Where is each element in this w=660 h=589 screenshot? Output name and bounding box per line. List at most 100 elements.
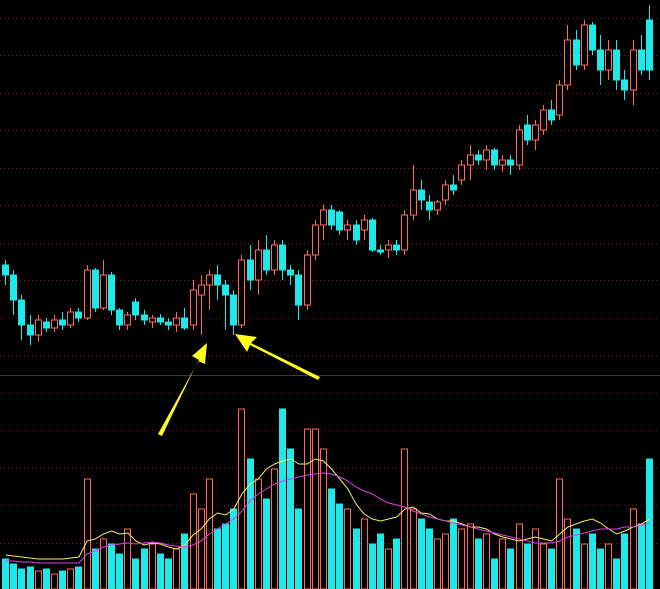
candle-body: [369, 219, 376, 251]
volume-bar: [312, 428, 319, 589]
volume-bar: [532, 528, 539, 589]
candle-body: [573, 39, 580, 66]
candle-body: [108, 274, 115, 311]
candle-body: [499, 159, 506, 166]
volume-bar: [279, 408, 286, 589]
volume-bar: [181, 533, 188, 589]
candle-body: [532, 124, 539, 141]
volume-bar: [295, 508, 302, 589]
candle-body: [483, 149, 490, 161]
candle-body: [548, 109, 555, 121]
volume-bar: [10, 563, 17, 589]
candle-body: [589, 24, 596, 51]
candle-body: [467, 154, 474, 166]
candle-body: [401, 214, 408, 251]
candle-body: [100, 274, 107, 309]
candle-body: [426, 201, 433, 211]
candle-body: [304, 254, 311, 306]
volume-bar: [450, 518, 457, 589]
volume-bar: [483, 533, 490, 589]
volume-bar: [597, 548, 604, 589]
candle-body: [597, 49, 604, 71]
candle-body: [320, 209, 327, 226]
volume-bar: [287, 448, 294, 589]
candle-body: [181, 317, 188, 329]
volume-bar: [491, 558, 498, 589]
volume-bar: [458, 528, 465, 589]
volume-bar: [238, 408, 245, 589]
candle-body: [491, 149, 498, 166]
volume-bar: [132, 558, 139, 589]
volume-bar: [43, 568, 50, 589]
volume-bar: [573, 528, 580, 589]
volume-bar: [507, 548, 514, 589]
volume-bar: [434, 538, 441, 589]
candle-body: [18, 299, 25, 326]
volume-bar: [108, 543, 115, 589]
volume-bar: [320, 448, 327, 589]
candle-body: [255, 249, 262, 281]
candle-body: [328, 209, 335, 226]
volume-bar: [344, 508, 351, 589]
candle-body: [43, 321, 50, 329]
moving-average-line: [5, 472, 650, 564]
candle-body: [238, 259, 245, 326]
candle-body: [173, 317, 180, 326]
volume-bar: [173, 548, 180, 589]
candle-body: [157, 317, 164, 323]
candle-body: [35, 319, 42, 336]
volume-bar: [214, 528, 221, 589]
volume-bar: [222, 523, 229, 589]
volume-bar: [467, 523, 474, 589]
candle-body: [222, 284, 229, 296]
candle-body: [393, 244, 400, 251]
volume-bar: [401, 448, 408, 589]
volume-bar: [198, 508, 205, 589]
volume-bar: [605, 543, 612, 589]
volume-bar: [59, 570, 66, 589]
candle-body: [287, 269, 294, 276]
candle-body: [418, 189, 425, 201]
volume-bar: [51, 573, 58, 589]
volume-bar: [564, 518, 571, 589]
volume-bar: [361, 518, 368, 589]
candle-body: [450, 184, 457, 191]
volume-bar: [426, 528, 433, 589]
candle-body: [51, 319, 58, 329]
volume-bar: [75, 566, 82, 589]
candle-body: [206, 274, 213, 286]
candle-body: [263, 249, 270, 271]
candle-body: [621, 79, 628, 91]
candle-body: [646, 19, 653, 71]
volume-bar: [304, 428, 311, 589]
candle-body: [344, 224, 351, 231]
candle-body: [271, 244, 278, 271]
candle-body: [385, 244, 392, 251]
volume-bar: [165, 558, 172, 589]
arrow: [158, 334, 320, 436]
volume-bar: [630, 508, 637, 589]
candle-body: [295, 274, 302, 306]
candle-body: [581, 24, 588, 66]
candle-body: [84, 269, 91, 319]
candle-body: [149, 317, 156, 323]
candle-body: [638, 49, 645, 71]
volume-bar: [149, 543, 156, 589]
candle-body: [230, 294, 237, 326]
volume-bar: [18, 568, 25, 589]
volume-bar: [589, 533, 596, 589]
candle-body: [556, 84, 563, 116]
candle-body: [361, 219, 368, 231]
volume-bar: [157, 553, 164, 589]
candle-body: [190, 289, 197, 326]
volume-bar: [35, 570, 42, 589]
candle-body: [2, 264, 9, 276]
candle-body: [10, 274, 17, 301]
candle-body: [132, 301, 139, 316]
volume-bar: [247, 458, 254, 589]
volume-bar: [190, 493, 197, 589]
volume-bar: [548, 548, 555, 589]
candle-body: [516, 129, 523, 166]
volume-bar: [67, 568, 74, 589]
volume-bar: [141, 548, 148, 589]
